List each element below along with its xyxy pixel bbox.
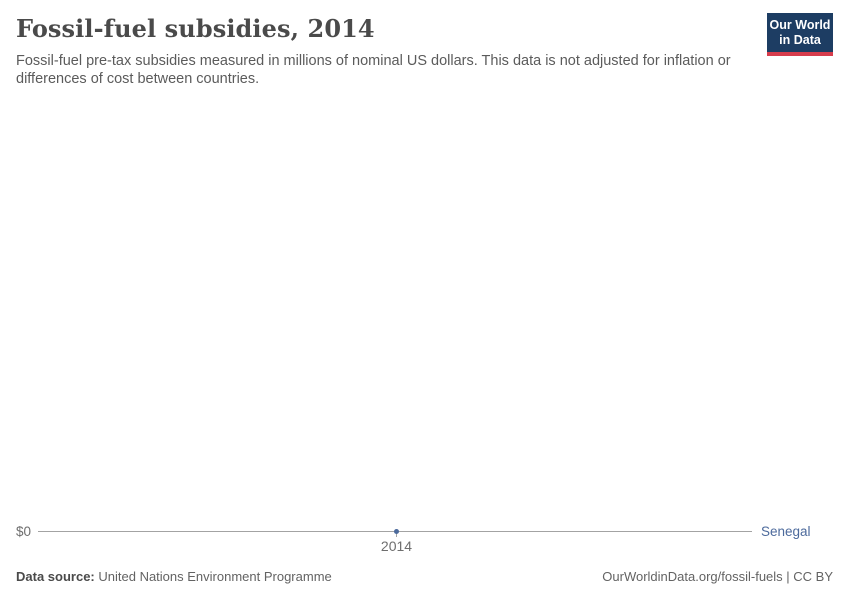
chart-subtitle: Fossil-fuel pre-tax subsidies measured i… [16,53,731,87]
x-axis-tick-label-2014: 2014 [380,538,413,554]
data-source: Data source: United Nations Environment … [16,569,332,585]
entity-label-senegal[interactable]: Senegal [761,524,811,539]
chart-footer: Data source: United Nations Environment … [16,569,833,585]
y-axis-zero-label: $0 [16,524,32,539]
attribution-link[interactable]: OurWorldinData.org/fossil-fuels | CC BY [602,569,833,584]
data-source-label: Data source: [16,569,95,584]
owid-logo-text-line2: in Data [779,33,821,47]
owid-logo-text-line1: Our World [769,18,831,32]
data-source-value: United Nations Environment Programme [98,569,332,584]
owid-logo[interactable]: Our World in Data [767,13,833,56]
x-axis-tick-2014 [396,532,397,537]
data-point-senegal-2014[interactable] [394,529,399,534]
page-title: Fossil-fuel subsidies, 2014 [16,14,375,43]
